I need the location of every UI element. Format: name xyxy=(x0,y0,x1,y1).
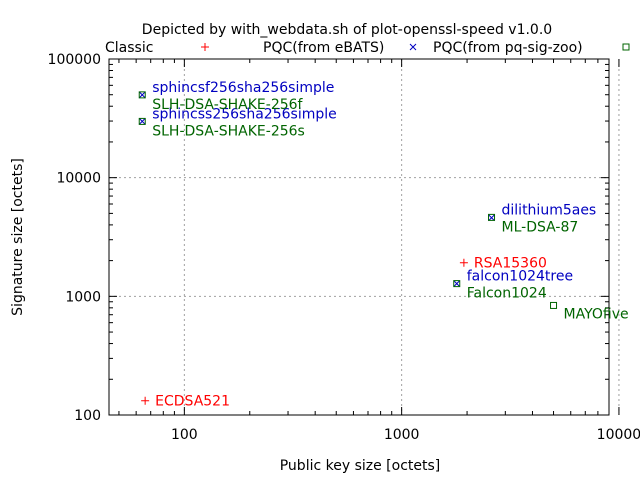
cross-marker xyxy=(409,43,417,51)
square-marker xyxy=(622,43,630,51)
point-label: ML-DSA-87 xyxy=(502,219,579,235)
point-label: dilithium5aes xyxy=(502,203,597,219)
square-marker xyxy=(138,117,146,125)
legend-label: Classic xyxy=(105,40,153,56)
chart-title: Depicted by with_webdata.sh of plot-open… xyxy=(142,22,552,38)
x-tick-label: 10000 xyxy=(597,427,640,443)
point-label: sphincss256sha256simple xyxy=(152,106,337,122)
point-label: SLH-DSA-SHAKE-256f xyxy=(152,97,303,113)
cross-marker xyxy=(138,91,146,99)
x-axis-title: Public key size [octets] xyxy=(280,458,441,474)
point-label: SLH-DSA-SHAKE-256s xyxy=(152,123,305,139)
plus-marker xyxy=(201,43,209,51)
square-marker xyxy=(453,280,461,288)
y-tick-label: 10000 xyxy=(56,171,101,187)
point-label: Falcon1024 xyxy=(467,286,547,302)
x-tick-label: 100 xyxy=(171,427,198,443)
cross-marker xyxy=(453,280,461,287)
square-marker xyxy=(138,91,146,99)
data-points: ECDSA521 RSA15360 sphincsf256sha256simple s… xyxy=(138,80,629,410)
plus-marker xyxy=(141,396,150,405)
square-marker xyxy=(488,213,496,221)
point-label: RSA15360 xyxy=(474,256,547,272)
axis-ticks: 100 1000 10000 100 1000 10000 100000 xyxy=(48,52,640,443)
cross-marker xyxy=(138,118,146,125)
y-tick-label: 100000 xyxy=(48,52,101,68)
point-label: sphincsf256sha256simple xyxy=(152,80,334,96)
cross-marker xyxy=(488,214,495,222)
y-tick-label: 100 xyxy=(74,408,101,424)
plot-frame xyxy=(108,58,610,416)
point-label: falcon1024tree xyxy=(467,269,573,285)
legend-label: PQC(from eBATS) xyxy=(263,40,384,56)
plus-marker xyxy=(459,258,468,267)
y-axis-title: Signature size [octets] xyxy=(10,158,26,316)
legend-label: PQC(from pq-sig-zoo) xyxy=(433,40,583,56)
legend: Classic PQC(from eBATS) PQC(from pq-sig-zo… xyxy=(105,40,630,56)
point-label: MAYOfive xyxy=(564,306,629,322)
y-tick-label: 1000 xyxy=(65,289,101,305)
square-marker xyxy=(550,301,558,309)
x-tick-label: 1000 xyxy=(384,427,420,443)
grid-lines xyxy=(109,59,620,415)
point-label: ECDSA521 xyxy=(155,394,230,410)
